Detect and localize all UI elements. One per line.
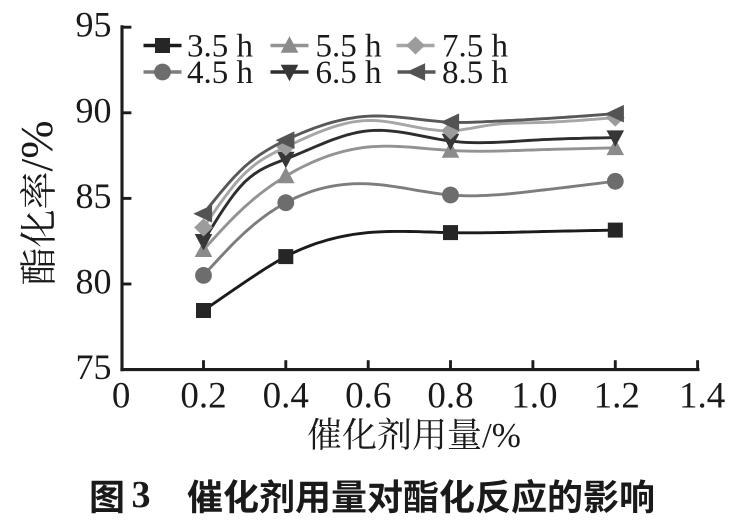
- svg-text:3.5 h: 3.5 h: [187, 28, 254, 64]
- svg-text:1.0: 1.0: [511, 376, 557, 417]
- svg-text:7.5 h: 7.5 h: [442, 28, 509, 64]
- svg-text:95: 95: [76, 5, 112, 45]
- svg-text:/%: /%: [482, 416, 521, 455]
- svg-text:/%: /%: [11, 120, 62, 171]
- svg-text:1.4: 1.4: [679, 376, 725, 417]
- svg-text:80: 80: [76, 262, 112, 302]
- svg-text:0.8: 0.8: [427, 376, 473, 417]
- svg-text:1.2: 1.2: [594, 376, 640, 417]
- svg-text:5.5 h: 5.5 h: [316, 28, 383, 64]
- svg-text:75: 75: [76, 347, 112, 387]
- svg-text:6.5 h: 6.5 h: [316, 55, 383, 91]
- svg-text:4.5 h: 4.5 h: [187, 55, 254, 91]
- svg-text:90: 90: [76, 90, 112, 130]
- svg-text:3: 3: [132, 474, 151, 516]
- svg-text:0.4: 0.4: [263, 376, 309, 417]
- svg-text:85: 85: [76, 176, 112, 216]
- svg-text:0: 0: [112, 376, 131, 417]
- svg-text:8.5 h: 8.5 h: [442, 55, 509, 91]
- svg-text:0.6: 0.6: [345, 376, 391, 417]
- svg-text:0.2: 0.2: [180, 376, 226, 417]
